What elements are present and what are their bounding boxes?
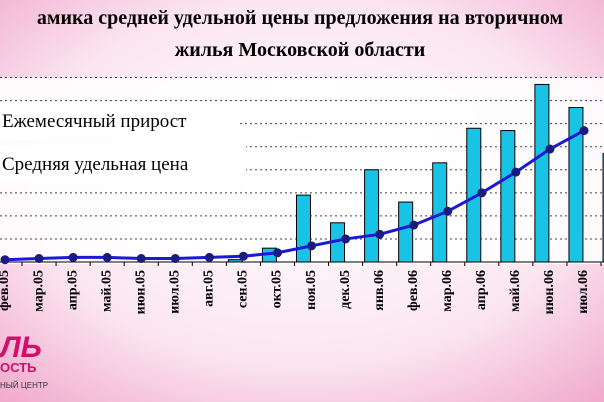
line-marker bbox=[545, 144, 555, 154]
line-series bbox=[0, 126, 589, 265]
bar bbox=[295, 194, 311, 263]
logo-mark: ЛЬ bbox=[0, 331, 42, 364]
line-marker bbox=[238, 251, 248, 261]
x-tick-label: дек.05 bbox=[338, 270, 353, 309]
bar bbox=[364, 169, 380, 263]
bar bbox=[568, 107, 584, 263]
bar bbox=[534, 83, 550, 263]
line-marker bbox=[511, 167, 521, 177]
x-tick-label: мар.06 bbox=[440, 270, 455, 312]
line-marker bbox=[341, 234, 351, 244]
line-marker bbox=[409, 220, 419, 230]
x-tick-label: июл.06 bbox=[576, 270, 591, 314]
chart-title: амика средней удельной цены предложения … bbox=[37, 7, 563, 29]
x-tick-label: ноя.05 bbox=[304, 270, 319, 310]
line bbox=[4, 129, 585, 262]
x-tick-label: май.05 bbox=[99, 270, 114, 312]
legend-label: Ежемесячный прирост bbox=[2, 111, 187, 132]
line-marker bbox=[102, 252, 112, 262]
line-marker bbox=[375, 229, 385, 239]
line-marker bbox=[272, 248, 282, 258]
line-marker bbox=[204, 252, 214, 262]
line-marker bbox=[0, 255, 10, 265]
x-tick-label: авг.05 bbox=[202, 270, 217, 307]
bar bbox=[227, 259, 243, 263]
legend-box bbox=[0, 102, 240, 140]
line-marker bbox=[34, 254, 44, 264]
x-tick-label: июн.06 bbox=[542, 270, 557, 314]
x-tick-label: июн.05 bbox=[133, 270, 148, 314]
x-tick-label: фев.05 bbox=[0, 270, 12, 311]
line-marker bbox=[68, 252, 78, 262]
line-marker bbox=[477, 188, 487, 198]
line-marker bbox=[170, 254, 180, 264]
x-tick-label: янв.06 bbox=[372, 270, 387, 311]
line-marker bbox=[307, 241, 317, 251]
x-tick-label: апр.06 bbox=[474, 270, 489, 310]
x-tick-label: апр.05 bbox=[65, 270, 80, 310]
logo-word: ОСТЬ bbox=[0, 360, 36, 375]
x-tick-label: июл.05 bbox=[168, 270, 183, 314]
x-tick-label: окт.05 bbox=[270, 270, 285, 308]
legend-box bbox=[0, 145, 246, 183]
x-axis: фев.05 мар.05 апр.05 май.05 июн.05 июл.05 авг.… bbox=[0, 262, 602, 314]
bar bbox=[500, 130, 516, 263]
x-tick-label: сен.05 bbox=[236, 270, 251, 308]
line-marker bbox=[579, 126, 589, 136]
line-marker bbox=[443, 206, 453, 216]
bar bbox=[398, 201, 414, 263]
logo: ЛЬ ОСТЬ НЫЙ ЦЕНТР bbox=[0, 331, 48, 390]
line-marker bbox=[136, 254, 146, 264]
x-tick-label: мар.05 bbox=[31, 270, 46, 312]
bars bbox=[227, 83, 604, 263]
logo-caption: НЫЙ ЦЕНТР bbox=[0, 381, 48, 390]
chart-subtitle: жилья Московской области bbox=[175, 39, 426, 61]
legend-label: Средняя удельная цена bbox=[2, 154, 189, 175]
x-tick-label: фев.06 bbox=[406, 270, 421, 311]
x-tick-label: май.06 bbox=[508, 270, 523, 312]
